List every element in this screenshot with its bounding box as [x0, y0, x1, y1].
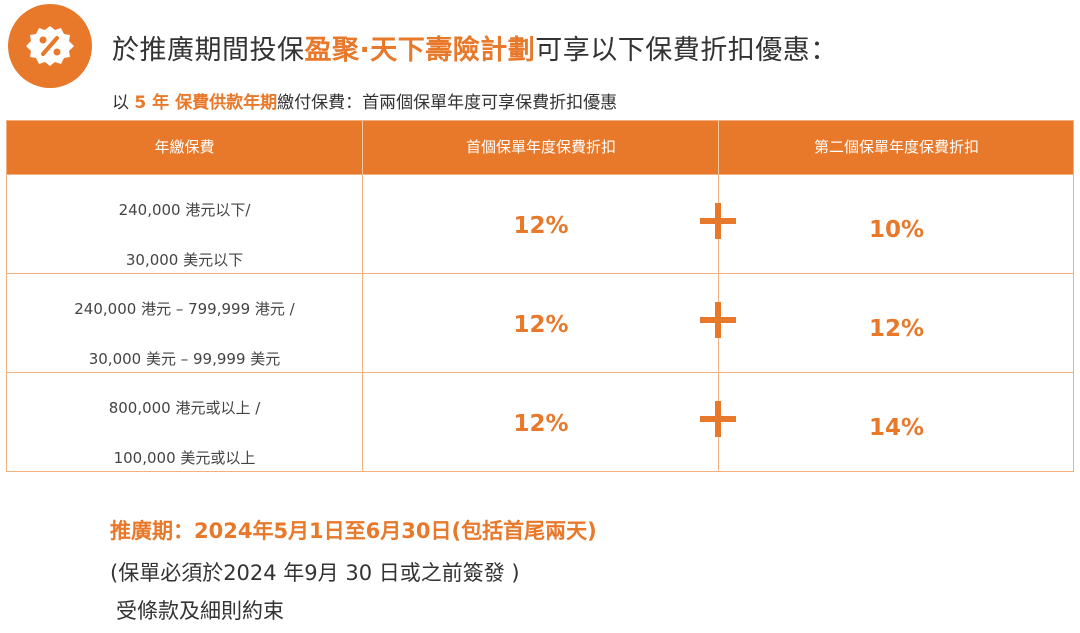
- header-second-year-discount: 第二個保單年度保費折扣: [718, 121, 1074, 174]
- first-year-discount-cell: 12%: [362, 274, 719, 373]
- premium-range-usd: 30,000 美元 – 99,999 美元: [88, 350, 281, 368]
- issue-deadline-note: (保單必須於2024 年9月 30 日或之前簽發 ): [110, 561, 520, 585]
- premium-range-cell: 800,000 港元或以上 / 100,000 美元或以上: [7, 373, 362, 472]
- plus-icon: [700, 302, 736, 338]
- second-year-discount-cell: 14%: [718, 373, 1074, 472]
- terms-note: 受條款及細則約束: [116, 599, 284, 623]
- discount-badge-icon: [8, 4, 92, 88]
- plus-icon: [700, 401, 736, 437]
- second-year-discount-value: 10%: [868, 217, 925, 243]
- header-first-year-discount: 首個保單年度保費折扣: [362, 121, 719, 174]
- table-row: 240,000 港元 – 799,999 港元 / 30,000 美元 – 99…: [7, 273, 1073, 373]
- subheading: 以 5 年 保費供款年期繳付保費：首兩個保單年度可享保費折扣優惠: [112, 88, 617, 113]
- table-header: 年繳保費 首個保單年度保費折扣 第二個保單年度保費折扣: [7, 121, 1073, 174]
- second-year-discount-cell: 10%: [718, 175, 1074, 274]
- first-year-discount-cell: 12%: [362, 175, 719, 274]
- premium-range-usd: 100,000 美元或以上: [113, 449, 256, 467]
- premium-range-hkd: 240,000 港元以下/: [118, 201, 251, 219]
- header-annual-premium: 年繳保費: [154, 138, 215, 156]
- headline-pre: 於推廣期間投保: [112, 35, 305, 66]
- subheading-term: 5 年 保費供款年期: [134, 93, 278, 113]
- premium-range-usd: 30,000 美元以下: [125, 251, 244, 269]
- second-year-discount-value: 14%: [868, 415, 925, 441]
- subheading-pre: 以: [112, 93, 129, 113]
- first-year-discount-value: 12%: [513, 312, 569, 338]
- table-row: 240,000 港元以下/ 30,000 美元以下 12% 10%: [7, 174, 1073, 274]
- subheading-post: 繳付保費：首兩個保單年度可享保費折扣優惠: [277, 93, 618, 113]
- headline: 於推廣期間投保盈聚·天下壽險計劃可享以下保費折扣優惠：: [112, 28, 838, 67]
- promotion-period: 推廣期：2024年5月1日至6月30日(包括首尾兩天): [110, 519, 597, 543]
- premium-range-hkd: 240,000 港元 – 799,999 港元 /: [74, 300, 295, 318]
- table-row: 800,000 港元或以上 / 100,000 美元或以上 12% 14%: [7, 372, 1073, 472]
- first-year-discount-value: 12%: [513, 411, 569, 437]
- plus-icon: [700, 203, 736, 239]
- headline-plan-name: 盈聚·天下壽險計劃: [304, 35, 536, 66]
- premium-range-cell: 240,000 港元 – 799,999 港元 / 30,000 美元 – 99…: [7, 274, 362, 373]
- first-year-discount-cell: 12%: [362, 373, 719, 472]
- premium-range-cell: 240,000 港元以下/ 30,000 美元以下: [7, 175, 362, 274]
- discount-table: 年繳保費 首個保單年度保費折扣 第二個保單年度保費折扣 240,000 港元以下…: [6, 120, 1074, 472]
- second-year-discount-value: 12%: [868, 316, 925, 342]
- first-year-discount-value: 12%: [513, 213, 569, 239]
- headline-post: 可享以下保費折扣優惠：: [535, 35, 838, 66]
- premium-range-hkd: 800,000 港元或以上 /: [108, 399, 261, 417]
- second-year-discount-cell: 12%: [718, 274, 1074, 373]
